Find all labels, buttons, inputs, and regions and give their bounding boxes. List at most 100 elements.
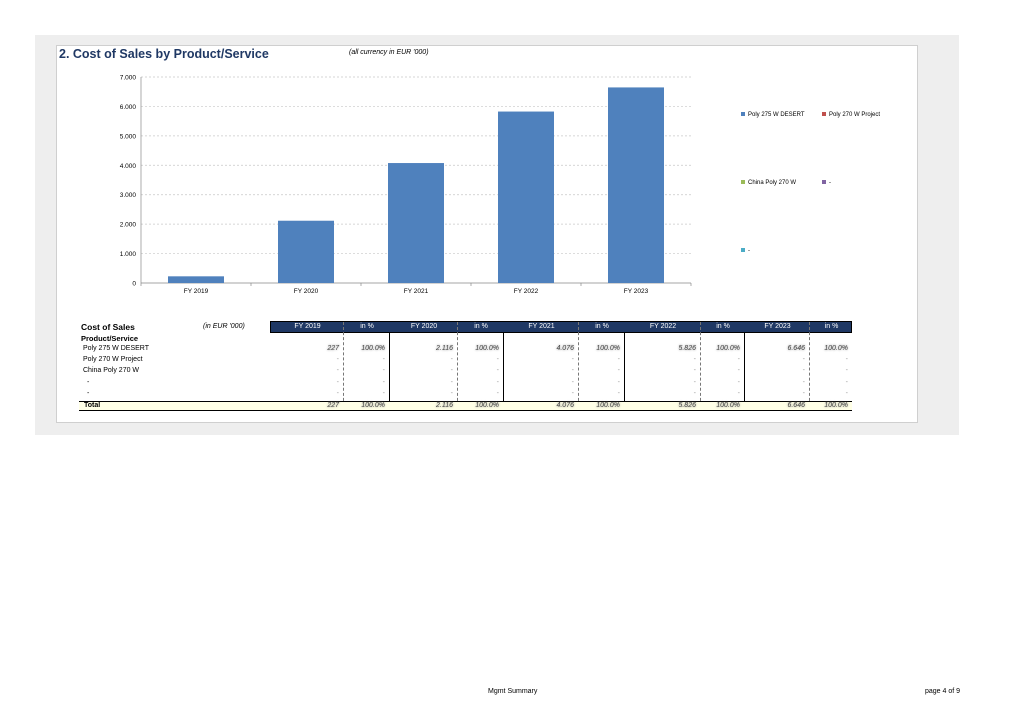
legend-item: - <box>741 248 750 254</box>
total-cell: 100.0% <box>475 402 499 409</box>
legend-label: Poly 275 W DESERT <box>748 112 805 118</box>
report-panel: 2. Cost of Sales by Product/Service (all… <box>56 45 918 423</box>
total-cell: 100.0% <box>716 402 740 409</box>
table-cell: - <box>845 367 848 374</box>
total-label: Total <box>84 402 101 409</box>
footer-page-number: page 4 of 9 <box>925 688 961 695</box>
table-cell: - <box>802 367 805 374</box>
table-cell: - <box>693 379 696 386</box>
x-tick-label: FY 2020 <box>294 288 319 295</box>
y-tick-label: 6.000 <box>120 104 137 111</box>
column-divider <box>503 333 504 411</box>
table-cell: - <box>802 356 805 363</box>
table-header-cell: FY 2020 <box>410 323 438 330</box>
table-cell: - <box>336 367 339 374</box>
y-tick-label: 0 <box>132 281 136 288</box>
table-cell: - <box>450 390 453 397</box>
column-divider <box>809 322 810 411</box>
table-cell: - <box>571 367 574 374</box>
column-divider <box>457 322 458 411</box>
table-cell: 100.0% <box>716 345 740 352</box>
y-tick-label: 5.000 <box>120 133 137 140</box>
legend-swatch <box>741 180 745 185</box>
table-cell: - <box>496 367 499 374</box>
table-header-cell: FY 2019 <box>294 323 321 330</box>
total-cell: 2.116 <box>436 402 453 409</box>
currency-note: (all currency in EUR '000) <box>349 49 429 56</box>
legend-item: Poly 275 W DESERT <box>741 112 805 118</box>
table-cell: - <box>845 379 848 386</box>
table-cell: - <box>617 379 620 386</box>
table-cell: - <box>737 367 740 374</box>
table-cell: - <box>336 379 339 386</box>
report-sheet: 2. Cost of Sales by Product/Service (all… <box>35 35 959 435</box>
total-cell: 5.826 <box>678 402 696 409</box>
table-cell: 100.0% <box>475 345 499 352</box>
table-cell: 2.116 <box>436 345 453 352</box>
table-cell: 227 <box>327 345 339 352</box>
table-header-cell: in % <box>824 323 839 330</box>
x-tick-label: FY 2019 <box>184 288 209 295</box>
legend-swatch <box>822 112 826 117</box>
total-cell: 100.0% <box>361 402 385 409</box>
table-cell: - <box>802 390 805 397</box>
table-row-label: Poly 275 W DESERT <box>83 345 150 352</box>
table-cell: - <box>571 356 574 363</box>
legend-label: China Poly 270 W <box>748 180 797 186</box>
legend-item: China Poly 270 W <box>741 180 796 186</box>
table-cell: - <box>496 356 499 363</box>
x-tick-label: FY 2021 <box>404 288 429 295</box>
y-tick-label: 7.000 <box>120 75 137 82</box>
column-divider <box>578 322 579 411</box>
table-header-cell: in % <box>360 323 374 330</box>
table-cell: 5.826 <box>678 345 696 352</box>
table-cell: 100.0% <box>361 345 385 352</box>
table-cell: - <box>336 390 339 397</box>
table-title: Cost of Sales <box>81 322 135 332</box>
table-cell: - <box>496 379 499 386</box>
table-cell: - <box>802 379 805 386</box>
table-cell: - <box>693 390 696 397</box>
bar <box>168 276 224 283</box>
table-row-label: - <box>87 379 90 386</box>
table-cell: - <box>450 379 453 386</box>
table-header-row: FY 2019 in % FY 2020 in % FY 2021 in % FY 2022… <box>270 321 852 333</box>
total-cell: 227 <box>327 402 339 409</box>
table-cell: 4.076 <box>556 345 574 352</box>
table-cell: - <box>382 356 385 363</box>
table-subtitle: Product/Service <box>81 334 139 343</box>
table-header-cell: in % <box>474 323 488 330</box>
table-cell: - <box>737 356 740 363</box>
table-unit: (in EUR '000) <box>203 323 245 330</box>
column-divider <box>343 322 344 411</box>
bar <box>608 87 664 283</box>
total-cell: 6.646 <box>787 402 805 409</box>
footer-center: Mgmt Summary <box>488 688 538 695</box>
legend-item: Poly 270 W Project <box>822 112 880 118</box>
table-cell: - <box>450 367 453 374</box>
table-cell: - <box>496 390 499 397</box>
table-cell: - <box>617 367 620 374</box>
table-cell: - <box>693 367 696 374</box>
column-divider <box>700 322 701 411</box>
table-header-cell: FY 2021 <box>528 323 555 330</box>
bar <box>278 220 334 283</box>
column-divider <box>744 333 745 411</box>
legend-swatch <box>822 180 826 185</box>
table-cell: - <box>382 390 385 397</box>
legend-label: Poly 270 W Project <box>829 112 881 118</box>
legend-item: - <box>822 180 831 186</box>
cost-of-sales-chart: 0 1.000 2.000 3.000 4.000 5.000 6.000 7.000 FY 2… <box>120 75 692 295</box>
total-cell: 4.076 <box>556 402 574 409</box>
table-cell: 100.0% <box>824 345 848 352</box>
table-cell: - <box>336 356 339 363</box>
table-header-cell: FY 2022 <box>649 323 677 330</box>
table-cell: - <box>382 367 385 374</box>
table-cell: - <box>450 356 453 363</box>
table-cell: - <box>737 379 740 386</box>
table-cell: 100.0% <box>596 345 620 352</box>
x-tick-label: FY 2022 <box>514 288 539 295</box>
legend-label: - <box>748 248 750 254</box>
table-row-label: China Poly 270 W <box>83 367 140 374</box>
table-cell: - <box>617 356 620 363</box>
